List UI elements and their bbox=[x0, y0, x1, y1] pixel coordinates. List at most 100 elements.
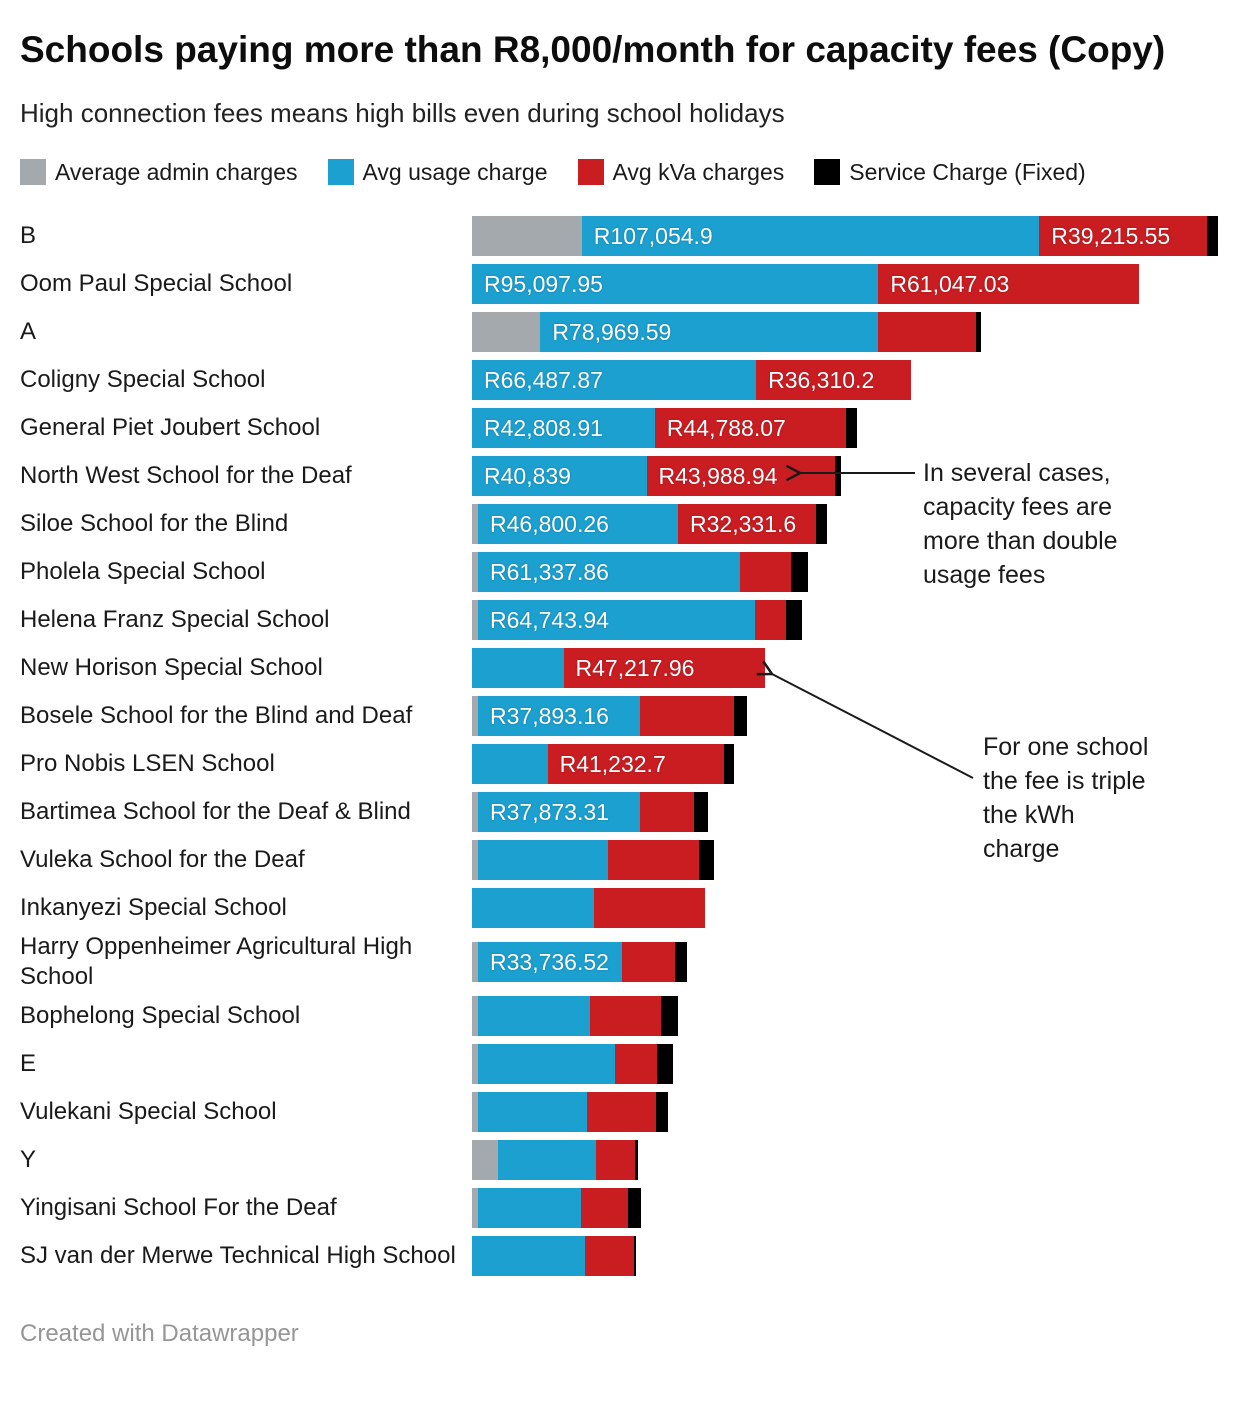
bar-segment-kva[interactable]: R43,988.94 bbox=[646, 455, 835, 496]
page-subtitle: High connection fees means high bills ev… bbox=[20, 97, 785, 128]
bar-segment-kva[interactable] bbox=[754, 599, 786, 640]
bar-segment-service[interactable] bbox=[657, 1043, 674, 1084]
bar-segment-admin[interactable] bbox=[472, 1091, 478, 1132]
bar-segment-admin[interactable] bbox=[472, 311, 541, 352]
bar-segment-usage[interactable]: R66,487.87 bbox=[472, 359, 757, 400]
legend: Average admin charges Avg usage charge A… bbox=[20, 159, 1220, 186]
bar-segment-admin[interactable] bbox=[472, 215, 582, 256]
bar-segment-usage[interactable]: R107,054.9 bbox=[581, 215, 1040, 256]
bar-segment-service[interactable] bbox=[791, 551, 809, 592]
bar-segment-admin[interactable] bbox=[472, 599, 478, 640]
bar-segment-usage[interactable]: R33,736.52 bbox=[478, 941, 623, 982]
bar-segment-usage[interactable] bbox=[472, 887, 594, 928]
bar-value-label: R44,788.07 bbox=[666, 414, 786, 441]
bar-segment-usage[interactable] bbox=[478, 995, 590, 1036]
bar-segment-admin[interactable] bbox=[472, 839, 478, 880]
bar-segment-kva[interactable] bbox=[581, 1187, 628, 1228]
bar-segment-usage[interactable] bbox=[478, 839, 608, 880]
category-label: Bophelong Special School bbox=[20, 1001, 301, 1029]
bar-segment-service[interactable] bbox=[723, 743, 734, 784]
bar-segment-kva[interactable]: R47,217.96 bbox=[563, 647, 766, 688]
bar-segment-service[interactable] bbox=[693, 791, 708, 832]
bar-segment-kva[interactable]: R36,310.2 bbox=[756, 359, 912, 400]
bar-segment-usage[interactable]: R37,893.16 bbox=[478, 695, 640, 736]
bar-segment-admin[interactable] bbox=[472, 995, 478, 1036]
bar-segment-usage[interactable] bbox=[478, 1091, 587, 1132]
bar-segment-kva[interactable]: R44,788.07 bbox=[654, 407, 847, 448]
bar-segment-admin[interactable] bbox=[472, 695, 478, 736]
bar-segment-kva[interactable] bbox=[607, 839, 699, 880]
bar-segment-kva[interactable] bbox=[593, 887, 705, 928]
bar-segment-kva[interactable] bbox=[614, 1043, 658, 1084]
bar-segment-usage[interactable] bbox=[472, 647, 564, 688]
bar-segment-service[interactable] bbox=[733, 695, 747, 736]
bar-segment-usage[interactable]: R42,808.91 bbox=[472, 407, 655, 448]
bar-segment-service[interactable] bbox=[634, 1139, 638, 1180]
bar-segment-kva[interactable] bbox=[584, 1235, 634, 1276]
bar-segment-kva[interactable] bbox=[639, 695, 734, 736]
bar-segment-service[interactable] bbox=[660, 995, 678, 1036]
bar-segment-kva[interactable]: R41,232.7 bbox=[547, 743, 724, 784]
bar-segment-kva[interactable]: R61,047.03 bbox=[878, 263, 1140, 304]
category-label: General Piet Joubert School bbox=[20, 413, 321, 441]
page-title: Schools paying more than R8,000/month fo… bbox=[20, 29, 1166, 70]
legend-label: Average admin charges bbox=[55, 158, 298, 185]
bar-segment-service[interactable] bbox=[698, 839, 714, 880]
bar-segment-kva[interactable] bbox=[740, 551, 792, 592]
bar-segment-usage[interactable]: R61,337.86 bbox=[478, 551, 741, 592]
bar-value-label: R43,988.94 bbox=[658, 462, 778, 489]
bar-segment-service[interactable] bbox=[655, 1091, 668, 1132]
bar-segment-service[interactable] bbox=[846, 407, 857, 448]
bar-segment-kva[interactable]: R32,331.6 bbox=[678, 503, 817, 544]
bar-track bbox=[472, 1043, 1220, 1084]
bar-segment-service[interactable] bbox=[976, 311, 982, 352]
category-label: A bbox=[20, 317, 37, 345]
bar-segment-admin[interactable] bbox=[472, 503, 478, 544]
bar-segment-admin[interactable] bbox=[472, 1187, 478, 1228]
bar-track: R42,808.91 R44,788.07 bbox=[472, 407, 1220, 448]
bar-segment-service[interactable] bbox=[1206, 215, 1218, 256]
bar-segment-kva[interactable] bbox=[877, 311, 977, 352]
legend-item-service: Service Charge (Fixed) bbox=[814, 159, 1086, 186]
bar-segment-admin[interactable] bbox=[472, 791, 478, 832]
bar-segment-service[interactable] bbox=[785, 599, 803, 640]
category-label: Pro Nobis LSEN School bbox=[20, 749, 275, 777]
bar-segment-usage[interactable] bbox=[472, 743, 548, 784]
bar-segment-kva[interactable] bbox=[595, 1139, 635, 1180]
chart-row: New Horison Special School R47,217.96 bbox=[20, 644, 1220, 692]
bar-segment-service[interactable] bbox=[816, 503, 828, 544]
bar-segment-usage[interactable]: R40,839 bbox=[472, 455, 647, 496]
bar-segment-kva[interactable]: R39,215.55 bbox=[1039, 215, 1207, 256]
bar-segment-usage[interactable] bbox=[498, 1139, 596, 1180]
bar-segment-usage[interactable] bbox=[478, 1043, 615, 1084]
bar-track: R78,969.59 bbox=[472, 311, 1220, 352]
bar-segment-service[interactable] bbox=[628, 1187, 641, 1228]
bar-segment-kva[interactable] bbox=[590, 995, 661, 1036]
bar-segment-kva[interactable] bbox=[587, 1091, 656, 1132]
bar-track: R41,232.7 bbox=[472, 743, 1220, 784]
bar-segment-usage[interactable]: R37,873.31 bbox=[478, 791, 640, 832]
bar-segment-admin[interactable] bbox=[472, 941, 478, 982]
datawrapper-credit[interactable]: Created with Datawrapper bbox=[20, 1319, 299, 1347]
bar-segment-admin[interactable] bbox=[472, 1139, 499, 1180]
chart-row: Siloe School for the Blind R46,800.26 R32,… bbox=[20, 500, 1220, 548]
bar-track: R47,217.96 bbox=[472, 647, 1220, 688]
bar-segment-usage[interactable]: R78,969.59 bbox=[540, 311, 878, 352]
bar-segment-usage[interactable] bbox=[478, 1187, 581, 1228]
bar-segment-admin[interactable] bbox=[472, 1043, 478, 1084]
chart-row: Inkanyezi Special School bbox=[20, 884, 1220, 932]
category-label: Vuleka School for the Deaf bbox=[20, 845, 305, 873]
bar-segment-admin[interactable] bbox=[472, 551, 478, 592]
bar-segment-usage[interactable]: R95,097.95 bbox=[472, 263, 879, 304]
bar-segment-usage[interactable] bbox=[472, 1235, 585, 1276]
category-label: Siloe School for the Blind bbox=[20, 509, 289, 537]
bar-segment-usage[interactable]: R64,743.94 bbox=[478, 599, 755, 640]
bar-segment-kva[interactable] bbox=[622, 941, 676, 982]
bar-track bbox=[472, 1139, 1220, 1180]
bar-segment-service[interactable] bbox=[633, 1235, 636, 1276]
bar-segment-service[interactable] bbox=[834, 455, 842, 496]
bar-segment-kva[interactable] bbox=[639, 791, 694, 832]
bar-value-label: R41,232.7 bbox=[559, 750, 666, 777]
bar-segment-usage[interactable]: R46,800.26 bbox=[478, 503, 678, 544]
bar-segment-service[interactable] bbox=[675, 941, 688, 982]
